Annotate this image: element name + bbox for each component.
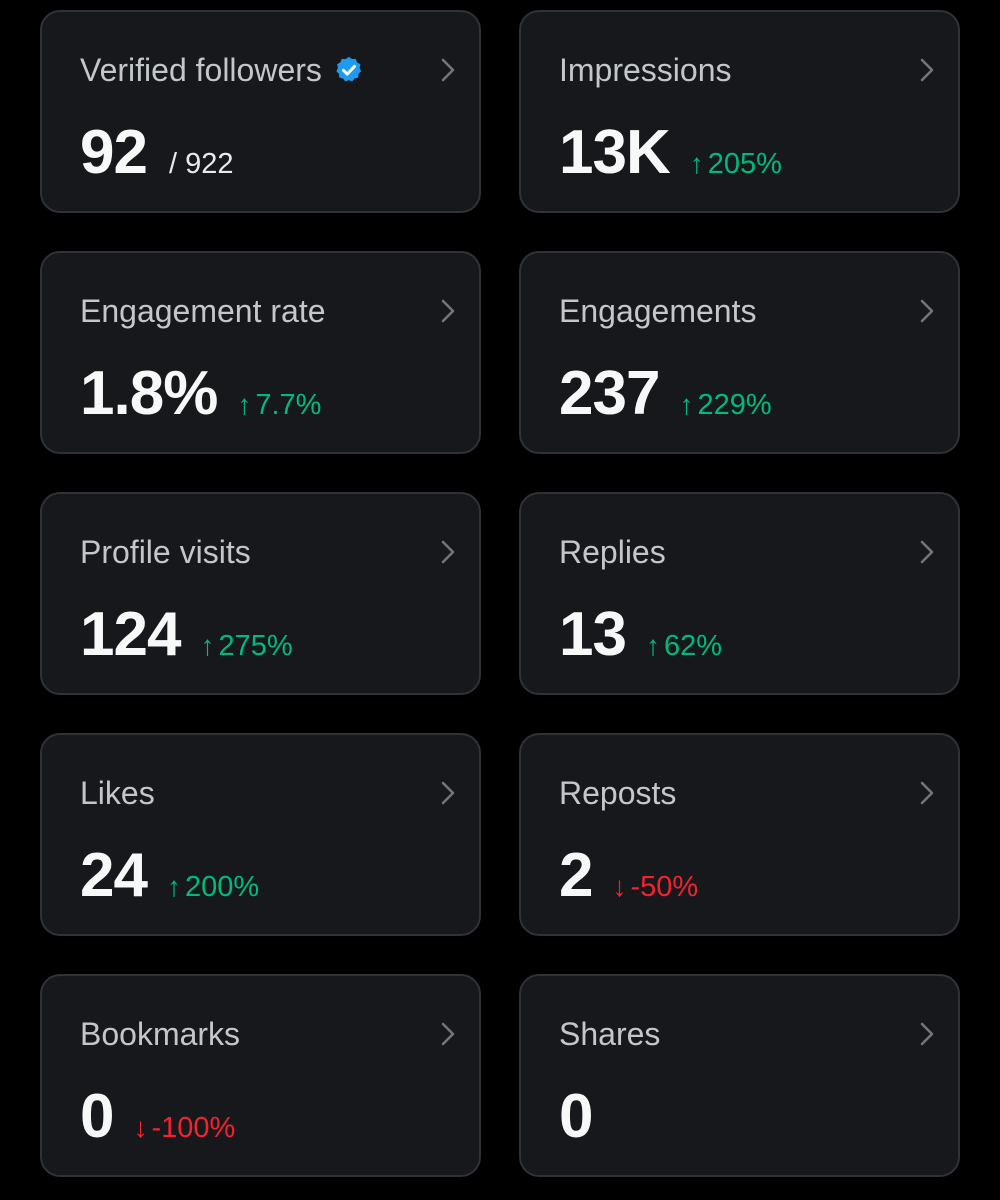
chevron-right-icon	[918, 297, 936, 325]
card-title: Impressions	[559, 52, 732, 88]
card-replies[interactable]: Replies 13 ↑ 62%	[519, 492, 960, 695]
chevron-right-icon	[439, 779, 457, 807]
card-title: Reposts	[559, 775, 677, 811]
chevron-right-icon	[439, 1020, 457, 1048]
arrow-up-icon: ↑	[200, 630, 215, 661]
metric-value: 237	[559, 359, 660, 428]
metric-value: 2	[559, 841, 593, 910]
metric-delta: ↓ -50%	[612, 871, 698, 904]
metric-value: 13	[559, 600, 627, 669]
delta-value: 229%	[697, 389, 772, 421]
card-title: Verified followers	[80, 52, 364, 88]
arrow-up-icon: ↑	[237, 389, 252, 420]
value-row: 13 ↑ 62%	[559, 600, 722, 670]
value-row: 0	[559, 1082, 593, 1152]
delta-value: -100%	[151, 1112, 236, 1144]
metric-value: 13K	[559, 118, 671, 187]
card-impressions[interactable]: Impressions 13K ↑ 205%	[519, 10, 960, 213]
chevron-right-icon	[918, 1020, 936, 1048]
card-shares[interactable]: Shares 0	[519, 974, 960, 1177]
metric-value: 92	[80, 118, 148, 187]
chevron-right-icon	[918, 779, 936, 807]
card-bookmarks[interactable]: Bookmarks 0 ↓ -100%	[40, 974, 481, 1177]
value-row: 2 ↓ -50%	[559, 841, 698, 911]
card-engagement-rate[interactable]: Engagement rate 1.8% ↑ 7.7%	[40, 251, 481, 454]
metric-total: / 922	[168, 148, 234, 180]
chevron-right-icon	[439, 56, 457, 84]
metric-delta: ↓ -100%	[133, 1112, 235, 1145]
metric-value: 1.8%	[80, 359, 218, 428]
metric-value: 124	[80, 600, 181, 669]
card-reposts[interactable]: Reposts 2 ↓ -50%	[519, 733, 960, 936]
card-engagements[interactable]: Engagements 237 ↑ 229%	[519, 251, 960, 454]
card-title: Engagement rate	[80, 293, 326, 329]
card-profile-visits[interactable]: Profile visits 124 ↑ 275%	[40, 492, 481, 695]
metric-delta: ↑ 229%	[679, 389, 771, 422]
delta-value: 200%	[184, 871, 260, 903]
chevron-right-icon	[439, 538, 457, 566]
card-title: Replies	[559, 534, 666, 570]
chevron-right-icon	[439, 297, 457, 325]
metric-delta: ↑ 275%	[200, 630, 292, 663]
delta-value: 275%	[218, 630, 293, 662]
metric-value: 0	[80, 1082, 114, 1151]
chevron-right-icon	[918, 538, 936, 566]
card-title: Shares	[559, 1016, 661, 1052]
value-row: 1.8% ↑ 7.7%	[80, 359, 321, 429]
metric-delta: ↑ 7.7%	[237, 389, 321, 422]
value-row: 92 / 922	[80, 118, 233, 188]
delta-value: 205%	[707, 148, 782, 180]
value-row: 124 ↑ 275%	[80, 600, 293, 670]
metric-delta: ↑ 205%	[690, 148, 782, 181]
value-row: 24 ↑ 200%	[80, 841, 259, 911]
metric-delta: ↑ 62%	[646, 630, 722, 663]
card-verified-followers[interactable]: Verified followers 92 / 922	[40, 10, 481, 213]
metric-value: 24	[80, 841, 148, 910]
card-title: Bookmarks	[80, 1016, 241, 1052]
arrow-up-icon: ↑	[166, 871, 181, 902]
card-title: Engagements	[559, 293, 757, 329]
arrow-up-icon: ↑	[689, 148, 704, 179]
analytics-grid: Verified followers 92 / 922 Impressions …	[40, 10, 960, 1177]
delta-value: -50%	[630, 871, 699, 903]
card-title-text: Verified followers	[80, 52, 322, 88]
card-title: Likes	[80, 775, 155, 811]
arrow-up-icon: ↑	[679, 389, 694, 420]
arrow-up-icon: ↑	[645, 630, 660, 661]
arrow-down-icon: ↓	[133, 1112, 148, 1143]
delta-value: 62%	[663, 630, 723, 662]
metric-value: 0	[559, 1082, 593, 1151]
arrow-down-icon: ↓	[612, 871, 627, 902]
card-title: Profile visits	[80, 534, 251, 570]
value-row: 0 ↓ -100%	[80, 1082, 235, 1152]
delta-value: 7.7%	[255, 389, 322, 421]
chevron-right-icon	[918, 56, 936, 84]
value-row: 237 ↑ 229%	[559, 359, 772, 429]
value-row: 13K ↑ 205%	[559, 118, 782, 188]
verified-badge-icon	[334, 55, 364, 85]
metric-delta: ↑ 200%	[167, 871, 259, 904]
card-likes[interactable]: Likes 24 ↑ 200%	[40, 733, 481, 936]
